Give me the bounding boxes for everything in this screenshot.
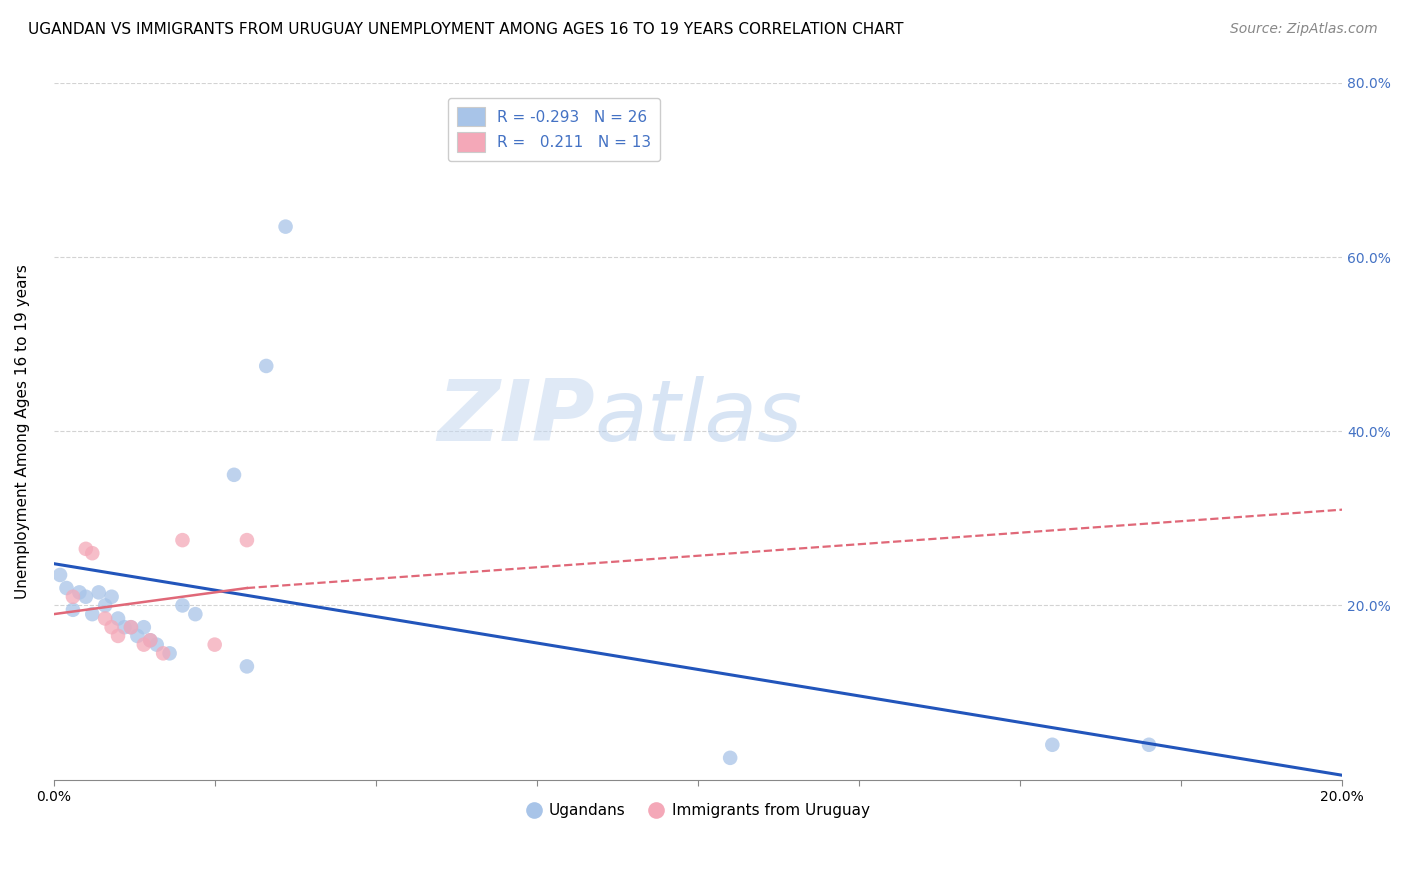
Point: [222, 467, 245, 482]
Point: [184, 607, 207, 622]
Point: [204, 638, 226, 652]
Point: [67, 585, 90, 599]
Text: atlas: atlas: [595, 376, 803, 458]
Point: [718, 751, 741, 765]
Legend: Ugandans, Immigrants from Uruguay: Ugandans, Immigrants from Uruguay: [520, 797, 876, 824]
Point: [236, 659, 259, 673]
Point: [139, 633, 162, 648]
Point: [114, 620, 136, 634]
Text: UGANDAN VS IMMIGRANTS FROM URUGUAY UNEMPLOYMENT AMONG AGES 16 TO 19 YEARS CORREL: UGANDAN VS IMMIGRANTS FROM URUGUAY UNEMP…: [28, 22, 904, 37]
Point: [236, 533, 259, 548]
Point: [127, 629, 149, 643]
Point: [159, 646, 181, 660]
Point: [107, 611, 129, 625]
Point: [75, 590, 97, 604]
Point: [254, 359, 277, 373]
Point: [152, 646, 174, 660]
Point: [100, 590, 122, 604]
Point: [139, 633, 162, 648]
Point: [1040, 738, 1063, 752]
Point: [100, 620, 122, 634]
Text: ZIP: ZIP: [437, 376, 595, 458]
Point: [132, 638, 155, 652]
Text: Source: ZipAtlas.com: Source: ZipAtlas.com: [1230, 22, 1378, 37]
Point: [120, 620, 142, 634]
Point: [94, 599, 117, 613]
Point: [49, 568, 72, 582]
Point: [75, 541, 97, 556]
Point: [82, 546, 104, 560]
Point: [87, 585, 110, 599]
Point: [1137, 738, 1160, 752]
Point: [172, 533, 194, 548]
Y-axis label: Unemployment Among Ages 16 to 19 years: Unemployment Among Ages 16 to 19 years: [15, 264, 30, 599]
Point: [55, 581, 77, 595]
Point: [274, 219, 297, 234]
Point: [82, 607, 104, 622]
Point: [120, 620, 142, 634]
Point: [62, 603, 84, 617]
Point: [94, 611, 117, 625]
Point: [172, 599, 194, 613]
Point: [132, 620, 155, 634]
Point: [62, 590, 84, 604]
Point: [145, 638, 167, 652]
Point: [107, 629, 129, 643]
